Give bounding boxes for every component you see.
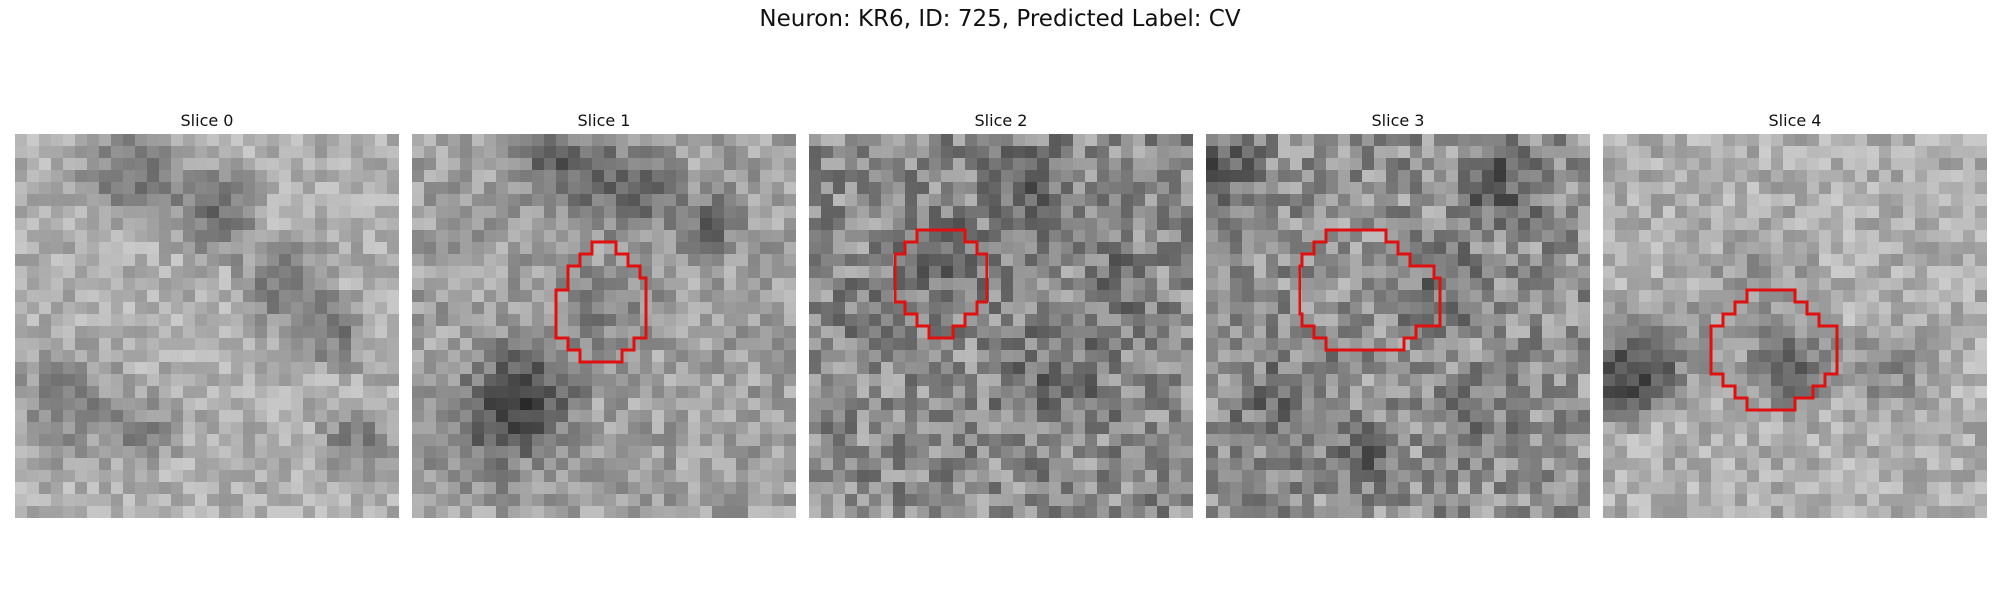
slice-title: Slice 4 — [1768, 111, 1822, 130]
slice-image — [1206, 134, 1590, 518]
figure-title: Neuron: KR6, ID: 725, Predicted Label: C… — [759, 6, 1241, 32]
roi-outline — [1298, 228, 1442, 352]
roi-outline — [1709, 288, 1839, 412]
slice-title: Slice 1 — [577, 111, 631, 130]
slice-image — [412, 134, 796, 518]
slice-image-pixels — [15, 134, 399, 518]
slice-panel-1: Slice 1 — [412, 108, 796, 518]
slice-image-pixels — [1206, 134, 1590, 518]
slice-image — [809, 134, 1193, 518]
slice-image — [1603, 134, 1987, 518]
slice-image — [15, 134, 399, 518]
slice-title: Slice 2 — [974, 111, 1028, 130]
slice-panel-4: Slice 4 — [1603, 108, 1987, 518]
slice-panel-0: Slice 0 — [15, 108, 399, 518]
slice-panel-2: Slice 2 — [809, 108, 1193, 518]
slice-image-pixels — [412, 134, 796, 518]
slice-image-pixels — [1603, 134, 1987, 518]
slice-panel-3: Slice 3 — [1206, 108, 1590, 518]
slice-title: Slice 3 — [1371, 111, 1425, 130]
slice-title: Slice 0 — [180, 111, 234, 130]
roi-outline — [894, 228, 988, 340]
roi-outline — [554, 240, 648, 364]
slice-image-pixels — [809, 134, 1193, 518]
